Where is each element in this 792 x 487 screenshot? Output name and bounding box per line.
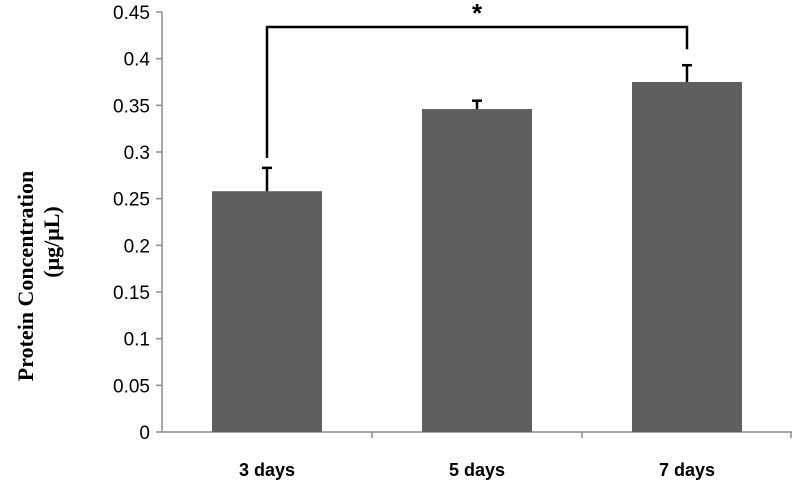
bar <box>632 82 742 432</box>
x-tick-label: 7 days <box>659 460 715 480</box>
y-tick-label: 0.3 <box>124 143 150 164</box>
y-tick-label: 0.05 <box>113 376 150 397</box>
x-tick-label: 3 days <box>239 460 295 480</box>
y-tick-label: 0.25 <box>113 190 150 211</box>
y-tick-label: 0.35 <box>113 96 150 117</box>
y-tick-label: 0.15 <box>113 283 150 304</box>
bars <box>212 82 742 433</box>
y-tick-label: 0.4 <box>124 50 151 71</box>
significance-bracket: * <box>265 0 689 158</box>
x-tick-labels: 3 days 5 days 7 days <box>239 460 715 480</box>
significance-bracket-line <box>265 25 689 158</box>
y-axis-title: Protein Concentration (μg/μL) <box>13 171 64 381</box>
y-tick-label: 0 <box>139 423 150 444</box>
y-tick-labels: 0 0.05 0.1 0.15 0.2 0.25 0.3 0.35 0.4 0.45 <box>113 3 150 444</box>
bar <box>422 109 532 433</box>
y-axis-title-line1: Protein Concentration <box>13 171 38 381</box>
significance-star: * <box>472 0 483 28</box>
y-tick-label: 0.45 <box>113 3 150 24</box>
error-bars <box>262 63 692 192</box>
y-tick-label: 0.1 <box>124 330 150 351</box>
y-tick-label: 0.2 <box>124 236 150 257</box>
y-axis-title-line2: (μg/μL) <box>39 206 64 277</box>
bar <box>212 191 322 432</box>
x-tick-label: 5 days <box>449 460 505 480</box>
